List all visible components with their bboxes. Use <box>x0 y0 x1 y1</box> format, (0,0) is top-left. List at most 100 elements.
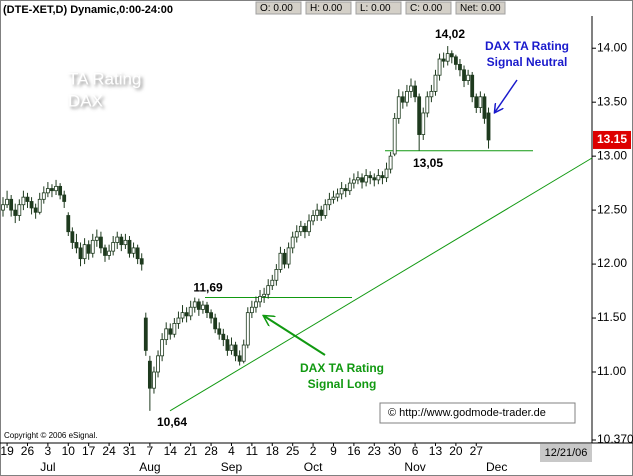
candle-body <box>201 304 205 310</box>
candle-body <box>192 301 197 308</box>
candle-body <box>453 56 458 65</box>
candle-body <box>433 74 438 92</box>
candle-body <box>152 371 156 389</box>
candle-body <box>445 53 450 62</box>
candle-body <box>339 188 344 195</box>
candle-body <box>94 236 99 241</box>
candle-body <box>123 239 128 246</box>
candle-body <box>249 306 254 314</box>
candle-body <box>209 312 213 319</box>
last-price-label: 13.15 <box>597 132 627 146</box>
x-tick-label: 6 <box>412 444 419 458</box>
candle-body <box>331 196 336 200</box>
annotation: Signal Long <box>308 377 377 391</box>
candle-body <box>396 96 401 119</box>
source: © http://www.godmode-trader.de <box>388 407 546 419</box>
candle-body <box>466 74 471 81</box>
candle-body <box>78 247 83 260</box>
candle-body <box>115 236 120 243</box>
candle-body <box>74 242 79 249</box>
candle-body <box>290 236 295 249</box>
candle-body <box>5 198 9 206</box>
candle-body <box>254 301 258 308</box>
candle-body <box>37 198 42 213</box>
candle-body <box>127 239 132 254</box>
candle-body <box>364 175 369 183</box>
candle-body <box>278 252 283 270</box>
field-box <box>355 1 402 15</box>
date-box <box>540 444 592 462</box>
candle-body <box>429 90 434 98</box>
candle-body <box>66 215 71 233</box>
candle-body <box>388 155 393 170</box>
candle-body <box>82 244 87 260</box>
candle-body <box>164 328 169 341</box>
candle-body <box>233 344 238 357</box>
candle-body <box>225 339 230 351</box>
candle-body <box>311 215 315 222</box>
x-tick-label: 10 <box>62 444 76 458</box>
candle-body <box>298 225 303 233</box>
candle-body <box>62 194 67 202</box>
x-tick-label: 25 <box>286 444 300 458</box>
candle-body <box>229 344 234 351</box>
candle-body <box>143 317 148 351</box>
candle-body <box>417 96 422 135</box>
field-box <box>255 1 302 15</box>
candle-body <box>335 193 340 198</box>
y-tick-label: 12.00 <box>597 256 627 270</box>
candle-body <box>241 344 246 362</box>
x-tick-label: 27 <box>470 444 484 458</box>
candle-body <box>25 196 30 202</box>
candle-body <box>356 177 360 181</box>
candle-body <box>400 96 405 103</box>
candle-body <box>319 209 324 216</box>
candle-body <box>307 220 311 233</box>
candle-body <box>196 301 201 310</box>
candle-body <box>17 204 22 216</box>
x-tick-label: 11 <box>246 444 259 458</box>
y-tick-label: 12.50 <box>597 202 627 216</box>
candle-body <box>441 58 446 62</box>
candle-body <box>119 236 124 246</box>
x-tick-label: 7 <box>147 444 154 458</box>
candle-body <box>286 247 291 265</box>
candle-body <box>139 258 144 265</box>
candle-body <box>9 198 14 211</box>
candle-body <box>303 225 307 233</box>
candle-body <box>351 179 356 184</box>
month-label: Oct <box>304 460 323 474</box>
candle-body <box>458 64 462 71</box>
y-tick-label: 14.00 <box>597 40 627 54</box>
field-box <box>305 1 352 15</box>
month-label: Dec <box>486 460 507 474</box>
candle-body <box>205 304 209 314</box>
candle-body <box>111 242 116 252</box>
x-tick-label: 20 <box>449 444 463 458</box>
field-box <box>455 1 506 15</box>
month-label: Sep <box>221 460 243 474</box>
field: O: 0.00 <box>260 3 293 14</box>
x-tick-label: 2 <box>310 444 317 458</box>
date: 12/21/06 <box>545 447 588 459</box>
candle-body <box>41 192 46 200</box>
candle-body <box>368 175 373 179</box>
candle-body <box>449 53 454 58</box>
field: L: 0.00 <box>360 3 391 14</box>
candle-body <box>58 185 63 196</box>
candle-body <box>315 209 320 216</box>
candle-body <box>156 355 160 373</box>
candle-body <box>33 207 38 213</box>
candle-body <box>274 269 279 281</box>
last-price-box <box>593 130 631 149</box>
candle-body <box>135 247 140 260</box>
x-tick-label: 14 <box>164 444 178 458</box>
candle-body <box>188 306 193 317</box>
candle-body <box>323 204 328 216</box>
candle-body <box>343 188 348 192</box>
x-tick-label: 4 <box>228 444 235 458</box>
copyright: Copyright © 2006 eSignal. <box>4 431 98 440</box>
watermark-text: TA Rating <box>68 69 141 88</box>
candle-body <box>50 188 54 192</box>
x-tick-label: 28 <box>204 444 218 458</box>
